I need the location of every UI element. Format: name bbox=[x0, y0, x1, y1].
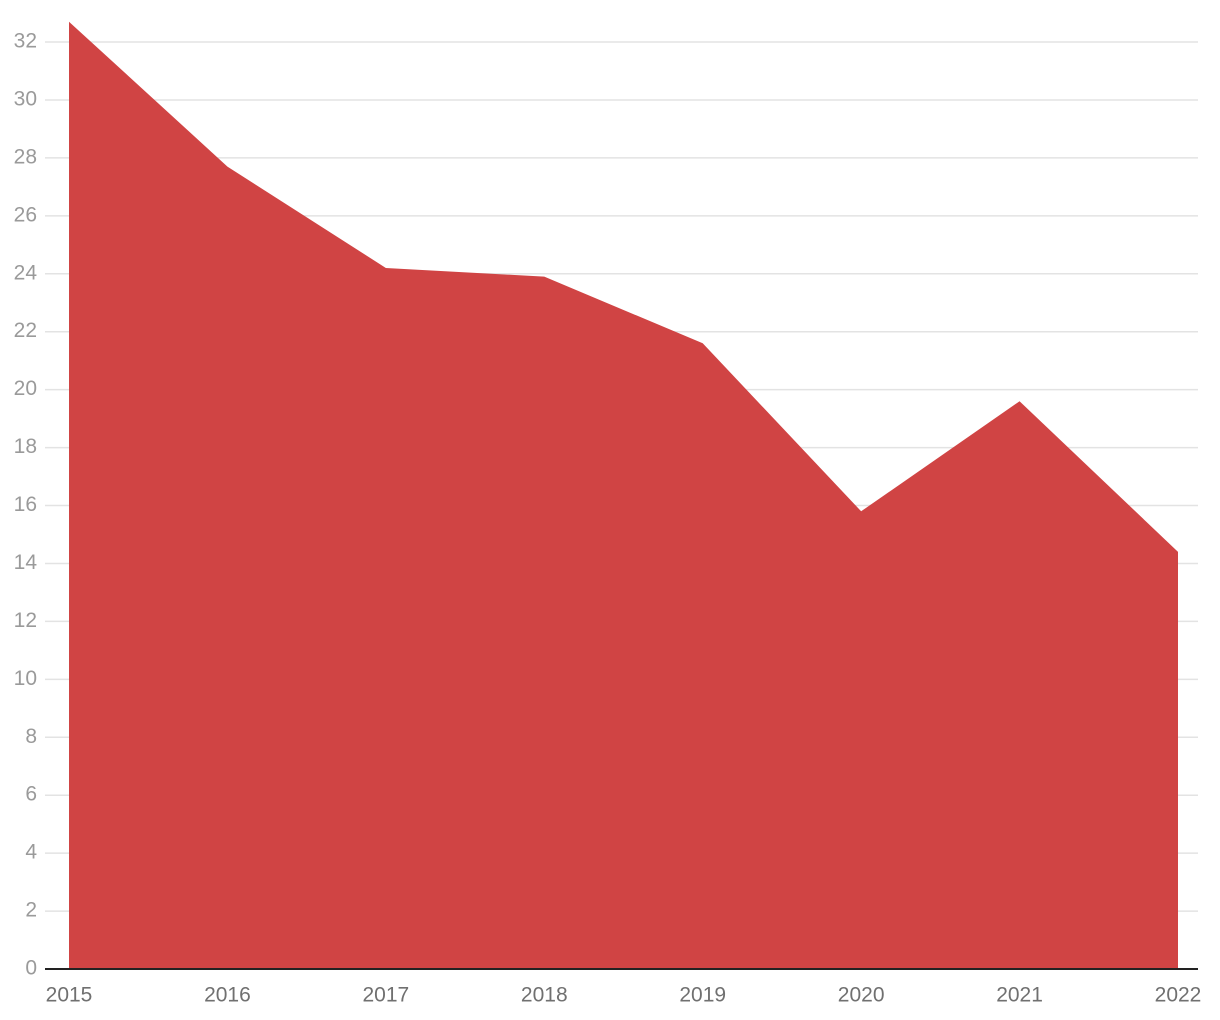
y-tick-label: 30 bbox=[14, 87, 37, 110]
x-tick-label: 2022 bbox=[1155, 984, 1202, 1007]
y-tick-label: 22 bbox=[14, 319, 37, 342]
y-tick-label: 24 bbox=[14, 261, 38, 284]
x-tick-label: 2015 bbox=[46, 984, 93, 1007]
x-tick-label: 2018 bbox=[521, 984, 568, 1007]
y-tick-label: 18 bbox=[14, 435, 37, 458]
y-tick-label: 2 bbox=[25, 899, 37, 922]
y-tick-label: 14 bbox=[14, 551, 38, 574]
y-tick-label: 4 bbox=[25, 841, 37, 864]
y-tick-label: 10 bbox=[14, 667, 37, 690]
y-tick-label: 20 bbox=[14, 377, 37, 400]
x-tick-label: 2016 bbox=[204, 984, 251, 1007]
y-tick-label: 26 bbox=[14, 203, 37, 226]
y-tick-label: 16 bbox=[14, 493, 37, 516]
y-tick-label: 8 bbox=[25, 725, 37, 748]
x-tick-label: 2021 bbox=[996, 984, 1043, 1007]
y-tick-label: 0 bbox=[25, 957, 37, 980]
x-tick-label: 2020 bbox=[838, 984, 885, 1007]
x-tick-label: 2017 bbox=[362, 984, 409, 1007]
area bbox=[69, 21, 1178, 970]
y-tick-label: 6 bbox=[25, 783, 37, 806]
y-tick-label: 32 bbox=[14, 30, 37, 53]
y-tick-label: 12 bbox=[14, 609, 37, 632]
x-tick-label: 2019 bbox=[679, 984, 726, 1007]
y-tick-label: 28 bbox=[14, 145, 37, 168]
